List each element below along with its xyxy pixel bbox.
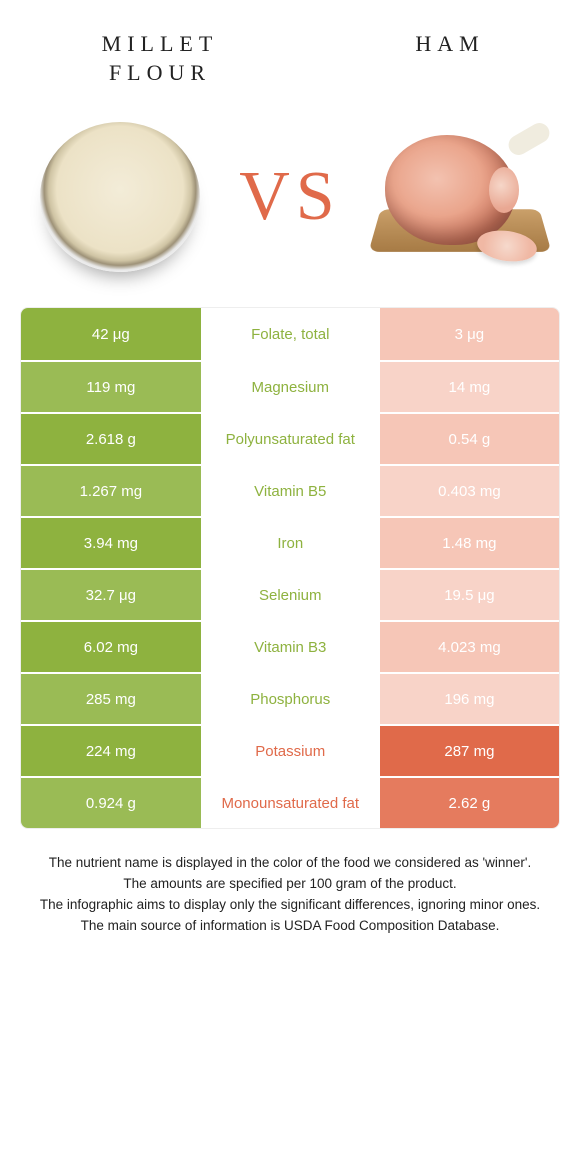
table-row: 3.94 mgIron1.48 mg xyxy=(21,516,559,568)
value-right: 2.62 g xyxy=(380,778,559,828)
value-left: 119 mg xyxy=(21,362,201,412)
value-right: 196 mg xyxy=(380,674,559,724)
value-left: 42 μg xyxy=(21,308,201,360)
food-image-left xyxy=(30,117,210,277)
note-line: The main source of information is USDA F… xyxy=(28,916,552,937)
table-row: 42 μgFolate, total3 μg xyxy=(21,308,559,360)
value-left: 2.618 g xyxy=(21,414,201,464)
note-line: The amounts are specified per 100 gram o… xyxy=(28,874,552,895)
value-right: 0.403 mg xyxy=(380,466,559,516)
title-right: Ham xyxy=(380,30,520,59)
title-left: Millet flour xyxy=(60,30,260,87)
value-left: 285 mg xyxy=(21,674,201,724)
table-row: 2.618 gPolyunsaturated fat0.54 g xyxy=(21,412,559,464)
nutrient-table: 42 μgFolate, total3 μg119 mgMagnesium14 … xyxy=(20,307,560,829)
table-row: 119 mgMagnesium14 mg xyxy=(21,360,559,412)
table-row: 32.7 μgSelenium19.5 μg xyxy=(21,568,559,620)
table-row: 0.924 gMonounsaturated fat2.62 g xyxy=(21,776,559,828)
image-row: VS xyxy=(20,97,560,307)
value-right: 19.5 μg xyxy=(380,570,559,620)
nutrient-label: Potassium xyxy=(201,726,380,776)
nutrient-label: Folate, total xyxy=(201,308,380,360)
food-image-right xyxy=(370,117,550,277)
vs-label: VS xyxy=(233,157,346,237)
value-right: 14 mg xyxy=(380,362,559,412)
value-right: 4.023 mg xyxy=(380,622,559,672)
infographic: Millet flour Ham VS 42 μgFolate, total3 … xyxy=(0,0,580,947)
nutrient-label: Polyunsaturated fat xyxy=(201,414,380,464)
value-right: 0.54 g xyxy=(380,414,559,464)
nutrient-label: Phosphorus xyxy=(201,674,380,724)
value-left: 3.94 mg xyxy=(21,518,201,568)
value-left: 6.02 mg xyxy=(21,622,201,672)
table-row: 285 mgPhosphorus196 mg xyxy=(21,672,559,724)
note-line: The nutrient name is displayed in the co… xyxy=(28,853,552,874)
note-line: The infographic aims to display only the… xyxy=(28,895,552,916)
nutrient-label: Iron xyxy=(201,518,380,568)
value-right: 1.48 mg xyxy=(380,518,559,568)
nutrient-label: Selenium xyxy=(201,570,380,620)
title-row: Millet flour Ham xyxy=(20,20,560,97)
value-left: 0.924 g xyxy=(21,778,201,828)
flour-bowl-icon xyxy=(40,122,200,272)
value-left: 1.267 mg xyxy=(21,466,201,516)
nutrient-label: Monounsaturated fat xyxy=(201,778,380,828)
ham-icon xyxy=(375,127,545,267)
nutrient-label: Magnesium xyxy=(201,362,380,412)
table-row: 224 mgPotassium287 mg xyxy=(21,724,559,776)
value-left: 32.7 μg xyxy=(21,570,201,620)
value-left: 224 mg xyxy=(21,726,201,776)
nutrient-label: Vitamin B3 xyxy=(201,622,380,672)
value-right: 287 mg xyxy=(380,726,559,776)
table-row: 1.267 mgVitamin B50.403 mg xyxy=(21,464,559,516)
table-row: 6.02 mgVitamin B34.023 mg xyxy=(21,620,559,672)
nutrient-label: Vitamin B5 xyxy=(201,466,380,516)
footer-notes: The nutrient name is displayed in the co… xyxy=(20,829,560,937)
value-right: 3 μg xyxy=(380,308,559,360)
